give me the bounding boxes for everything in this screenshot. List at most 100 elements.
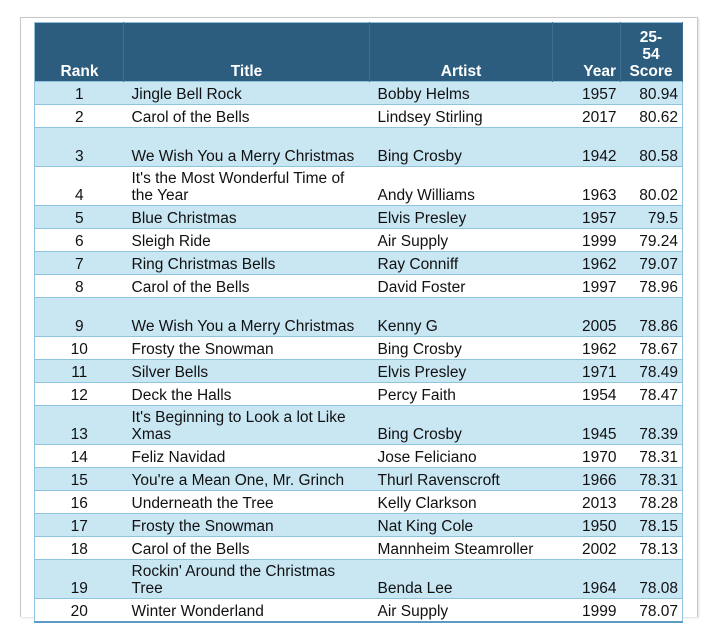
cell-artist: Air Supply xyxy=(369,598,553,622)
cell-score: 79.24 xyxy=(620,228,683,252)
cell-score: 78.49 xyxy=(620,359,683,383)
cell-rank: 4 xyxy=(34,166,124,206)
table-row: 3 We Wish You a Merry Christmas Bing Crosb… xyxy=(34,127,683,167)
cell-title: Carol of the Bells xyxy=(123,536,370,560)
header-rank: Rank xyxy=(34,22,124,82)
table-row: 16 Underneath the Tree Kelly Clarkson 2013 7… xyxy=(34,490,683,514)
cell-artist: David Foster xyxy=(369,274,553,298)
cell-score: 78.67 xyxy=(620,336,683,360)
cell-score: 78.86 xyxy=(620,297,683,337)
cell-score: 78.31 xyxy=(620,467,683,491)
cell-year: 2002 xyxy=(552,536,621,560)
cell-score: 79.5 xyxy=(620,205,683,229)
header-artist: Artist xyxy=(369,22,553,82)
cell-year: 1954 xyxy=(552,382,621,406)
cell-artist: Bing Crosby xyxy=(369,336,553,360)
table-row: 4 It's the Most Wonderful Time of the Yea… xyxy=(34,166,683,206)
cell-title: Feliz Navidad xyxy=(123,444,370,468)
table-frame xyxy=(20,17,698,617)
table-row: 9 We Wish You a Merry Christmas Kenny G 200… xyxy=(34,297,683,337)
table-row: 15 You're a Mean One, Mr. Grinch Thurl Rav… xyxy=(34,467,683,491)
cell-title: You're a Mean One, Mr. Grinch xyxy=(123,467,370,491)
cell-rank: 7 xyxy=(34,251,124,275)
cell-year: 1999 xyxy=(552,598,621,622)
cell-year: 1966 xyxy=(552,467,621,491)
cell-year: 1950 xyxy=(552,513,621,537)
cell-score: 78.13 xyxy=(620,536,683,560)
cell-rank: 9 xyxy=(34,297,124,337)
cell-score: 78.28 xyxy=(620,490,683,514)
cell-title: Carol of the Bells xyxy=(123,274,370,298)
cell-year: 1957 xyxy=(552,81,621,105)
cell-artist: Thurl Ravenscroft xyxy=(369,467,553,491)
table-row: 2 Carol of the Bells Lindsey Stirling 2017 8… xyxy=(34,104,683,128)
cell-rank: 10 xyxy=(34,336,124,360)
cell-year: 1962 xyxy=(552,251,621,275)
cell-score: 80.02 xyxy=(620,166,683,206)
table-row: 10 Frosty the Snowman Bing Crosby 1962 78.67 xyxy=(34,336,683,360)
cell-artist: Jose Feliciano xyxy=(369,444,553,468)
table-row: 11 Silver Bells Elvis Presley 1971 78.49 xyxy=(34,359,683,383)
cell-year: 1963 xyxy=(552,166,621,206)
cell-rank: 6 xyxy=(34,228,124,252)
cell-year: 1999 xyxy=(552,228,621,252)
header-row: Rank Title Artist Year 25- 54 Score xyxy=(34,22,683,82)
cell-year: 1964 xyxy=(552,559,621,599)
table-row: 18 Carol of the Bells Mannheim Steamroller… xyxy=(34,536,683,560)
cell-rank: 11 xyxy=(34,359,124,383)
table-row: 1 Jingle Bell Rock Bobby Helms 1957 80.94 xyxy=(34,81,683,105)
cell-score: 80.58 xyxy=(620,127,683,167)
cell-artist: Kelly Clarkson xyxy=(369,490,553,514)
cell-score: 80.62 xyxy=(620,104,683,128)
cell-rank: 20 xyxy=(34,598,124,622)
cell-artist: Bing Crosby xyxy=(369,127,553,167)
cell-rank: 5 xyxy=(34,205,124,229)
cell-title: Carol of the Bells xyxy=(123,104,370,128)
cell-score: 78.39 xyxy=(620,405,683,445)
table-row: 6 Sleigh Ride Air Supply 1999 79.24 xyxy=(34,228,683,252)
cell-title: Deck the Halls xyxy=(123,382,370,406)
cell-score: 78.08 xyxy=(620,559,683,599)
cell-score: 78.47 xyxy=(620,382,683,406)
cell-score: 80.94 xyxy=(620,81,683,105)
header-score-line: 25- xyxy=(639,29,663,46)
cell-rank: 8 xyxy=(34,274,124,298)
cell-year: 1945 xyxy=(552,405,621,445)
cell-rank: 1 xyxy=(34,81,124,105)
cell-year: 1942 xyxy=(552,127,621,167)
cell-rank: 15 xyxy=(34,467,124,491)
cell-title: Blue Christmas xyxy=(123,205,370,229)
table-row: 7 Ring Christmas Bells Ray Conniff 1962 79.0… xyxy=(34,251,683,275)
cell-artist: Mannheim Steamroller xyxy=(369,536,553,560)
header-score: 25- 54 Score xyxy=(620,22,683,82)
cell-artist: Kenny G xyxy=(369,297,553,337)
cell-artist: Percy Faith xyxy=(369,382,553,406)
cell-rank: 12 xyxy=(34,382,124,406)
cell-artist: Elvis Presley xyxy=(369,205,553,229)
cell-year: 1971 xyxy=(552,359,621,383)
cell-rank: 14 xyxy=(34,444,124,468)
table-row: 17 Frosty the Snowman Nat King Cole 1950 78.… xyxy=(34,513,683,537)
cell-title: It's Beginning to Look a lot Like Xmas xyxy=(123,405,370,445)
cell-artist: Benda Lee xyxy=(369,559,553,599)
cell-artist: Bing Crosby xyxy=(369,405,553,445)
header-score-line: 54 xyxy=(642,46,660,63)
cell-artist: Air Supply xyxy=(369,228,553,252)
cell-title: We Wish You a Merry Christmas xyxy=(123,297,370,337)
cell-year: 1957 xyxy=(552,205,621,229)
table-row: 12 Deck the Halls Percy Faith 1954 78.47 xyxy=(34,382,683,406)
table-row: 20 Winter Wonderland Air Supply 1999 78.07 xyxy=(34,598,683,622)
cell-score: 78.15 xyxy=(620,513,683,537)
cell-title: Rockin' Around the Christmas Tree xyxy=(123,559,370,599)
cell-title: Frosty the Snowman xyxy=(123,513,370,537)
cell-title: We Wish You a Merry Christmas xyxy=(123,127,370,167)
cell-year: 1997 xyxy=(552,274,621,298)
cell-rank: 18 xyxy=(34,536,124,560)
cell-artist: Andy Williams xyxy=(369,166,553,206)
cell-score: 78.31 xyxy=(620,444,683,468)
header-title: Title xyxy=(123,22,370,82)
table-row: 14 Feliz Navidad Jose Feliciano 1970 78.31 xyxy=(34,444,683,468)
table-row: 19 Rockin' Around the Christmas Tree Benda… xyxy=(34,559,683,599)
cell-rank: 19 xyxy=(34,559,124,599)
cell-year: 2005 xyxy=(552,297,621,337)
